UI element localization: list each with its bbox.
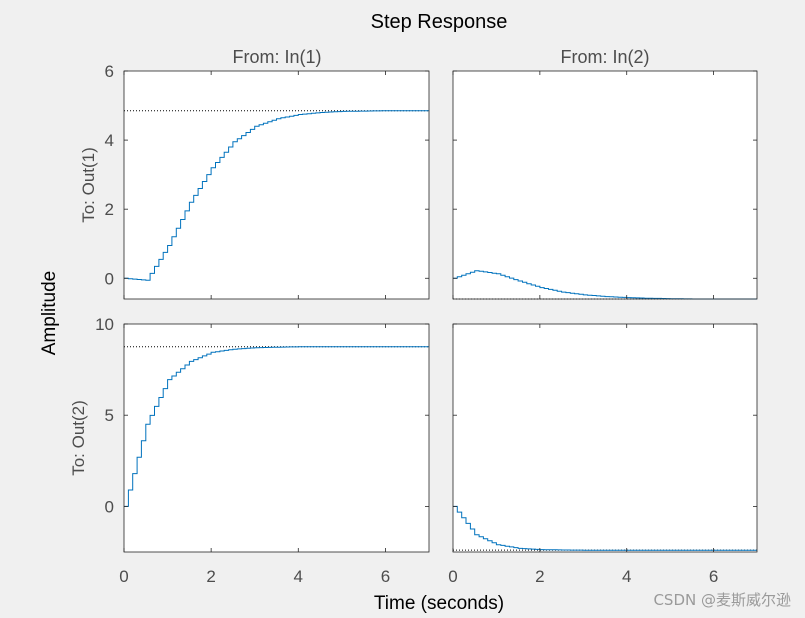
x-tick-label: 2	[206, 567, 215, 586]
y-tick-label: 6	[105, 62, 114, 81]
axes-box	[123, 70, 430, 300]
x-tick-label: 2	[535, 567, 544, 586]
x-tick-label: 6	[381, 567, 390, 586]
subplot-grid: 0 2 4 6 0 2 4 6 0 5 10 0 2 4 6	[95, 62, 758, 586]
y-tick-label: 0	[105, 269, 114, 288]
row-label-out1: To: Out(1)	[79, 147, 98, 223]
plot-area	[453, 71, 757, 299]
y-tick-label: 10	[95, 315, 114, 334]
column-title-in1: From: In(1)	[232, 47, 321, 67]
axes-box	[452, 323, 758, 553]
y-tick-label: 5	[105, 406, 114, 425]
plot-area	[453, 324, 757, 552]
subplot-out1-in2	[452, 70, 758, 300]
y-tick-label: 0	[105, 497, 114, 516]
x-tick-label: 0	[119, 567, 128, 586]
subplot-out1-in1: 0 2 4 6	[105, 62, 430, 300]
x-tick-label: 4	[622, 567, 631, 586]
y-tick-label: 2	[105, 200, 114, 219]
plot-area	[124, 324, 429, 552]
figure-title: Step Response	[371, 11, 508, 33]
subplot-out2-in2: 0 2 4 6	[448, 323, 758, 586]
y-axis-label: Amplitude	[39, 271, 60, 356]
response-line	[124, 346, 429, 507]
x-tick-label: 0	[448, 567, 457, 586]
x-tick-label: 4	[294, 567, 303, 586]
column-title-in2: From: In(2)	[560, 47, 649, 67]
axes-box	[123, 323, 430, 553]
plot-area	[124, 71, 429, 299]
watermark: CSDN @麦斯威尔逊	[653, 591, 791, 609]
response-line	[453, 505, 757, 551]
row-label-out2: To: Out(2)	[69, 400, 88, 476]
subplot-out2-in1: 0 2 4 6 0 5 10	[95, 315, 430, 586]
x-axis-label: Time (seconds)	[374, 593, 504, 614]
response-line	[124, 110, 429, 281]
y-tick-label: 4	[105, 131, 114, 150]
axes-box	[452, 70, 758, 300]
x-tick-label: 6	[709, 567, 718, 586]
